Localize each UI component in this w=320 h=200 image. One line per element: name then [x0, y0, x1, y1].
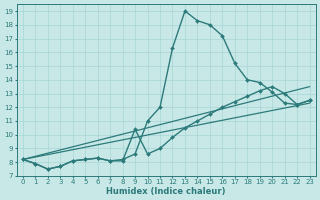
X-axis label: Humidex (Indice chaleur): Humidex (Indice chaleur)	[107, 187, 226, 196]
